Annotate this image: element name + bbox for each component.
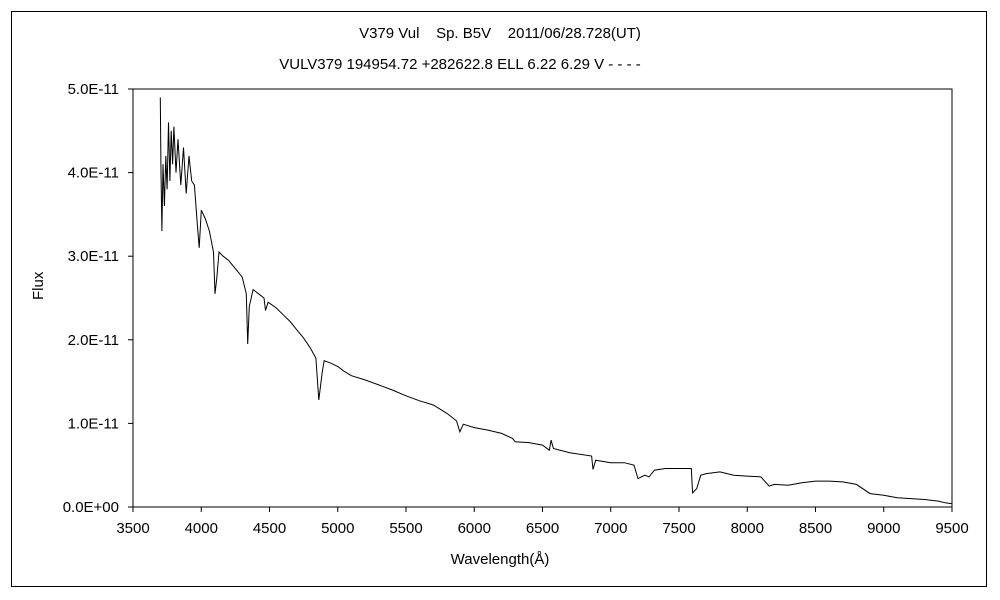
x-tick-label: 7500 xyxy=(662,520,695,537)
x-tick-label: 8000 xyxy=(731,520,764,537)
y-tick-label: 5.0E-11 xyxy=(68,81,119,98)
x-axis-label: Wavelength(Å) xyxy=(450,551,550,568)
y-tick-label: 1.0E-11 xyxy=(68,415,119,432)
spectrum-line xyxy=(159,97,953,505)
plot-area-border xyxy=(132,88,953,508)
x-tick-label: 7000 xyxy=(594,520,627,537)
y-axis-label: Flux xyxy=(30,271,47,300)
chart-title: V379 Vul Sp. B5V 2011/06/28.728(UT) xyxy=(359,25,641,42)
y-tick-label: 0.0E+00 xyxy=(63,499,119,516)
x-tick-label: 6500 xyxy=(526,520,559,537)
chart-frame xyxy=(11,11,987,587)
x-tick-label: 9500 xyxy=(935,520,968,537)
x-tick-label: 6000 xyxy=(458,520,491,537)
x-tick-label: 3500 xyxy=(116,520,149,537)
y-tick-label: 3.0E-11 xyxy=(68,248,119,265)
y-tick-label: 4.0E-11 xyxy=(68,165,119,182)
y-tick-label: 2.0E-11 xyxy=(68,332,119,349)
x-tick-label: 5500 xyxy=(389,520,422,537)
x-tick-label: 9000 xyxy=(867,520,900,537)
x-tick-label: 5000 xyxy=(321,520,354,537)
x-tick-label: 4500 xyxy=(253,520,286,537)
x-tick-label: 4000 xyxy=(185,520,218,537)
chart-subtitle: VULV379 194954.72 +282622.8 ELL 6.22 6.2… xyxy=(279,56,641,73)
x-tick-label: 8500 xyxy=(799,520,832,537)
